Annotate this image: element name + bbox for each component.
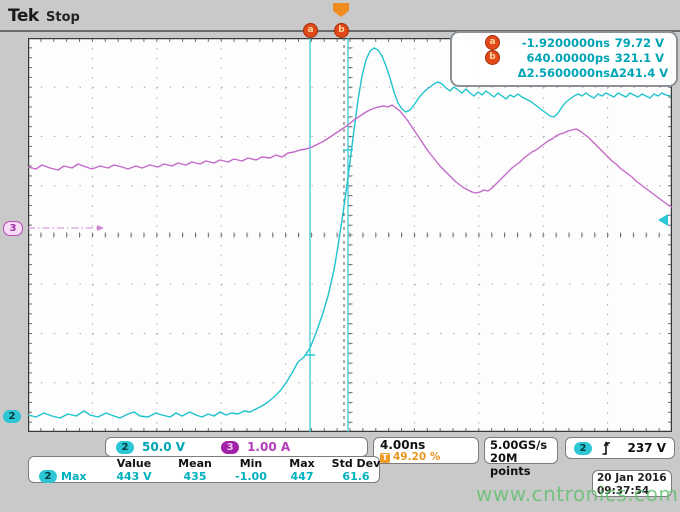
watermark: www.cntronics.com [476, 482, 679, 506]
graticule [28, 38, 672, 432]
cursor-a-value: 79.72 V [614, 35, 664, 50]
acquisition-state-label: Stop [46, 10, 80, 25]
tek-logo: Tek [8, 6, 39, 26]
measurement-stddev: 61.6 [342, 470, 370, 483]
measurement-min: -1.00 [235, 470, 267, 483]
measurement-source-badge: 2 [39, 470, 57, 483]
trigger-slope-icon [602, 441, 610, 455]
acquisition-box[interactable]: 5.00GS/s 20M points [484, 437, 558, 478]
measurement-header-row: Value Mean Min Max Std Dev [33, 457, 381, 470]
col-mean: Mean [178, 457, 212, 470]
trigger-position-icon[interactable] [333, 3, 349, 17]
cursor-a-row: a -1.9200000ns 79.72 V [452, 35, 676, 50]
cursor-b-icon: b [485, 50, 500, 65]
time-label: 09:37:54 [597, 485, 650, 498]
trigger-source-badge: 2 [574, 441, 592, 455]
channel-3-badge[interactable]: 3 [221, 440, 240, 454]
measurement-name: Max [61, 470, 87, 483]
datetime-box[interactable]: 20 Jan 2016 09:37:54 [592, 470, 672, 497]
measurement-row: 2 Max 443 V 435 -1.00 447 61.6 [33, 470, 375, 483]
cursor-b-row: b 640.00000ps 321.1 V [452, 50, 676, 65]
grid [28, 38, 672, 432]
trigger-settings-box[interactable]: 2 237 V [565, 437, 675, 459]
channel-3-scale: 1.00 A [247, 440, 291, 454]
sample-rate: 5.00GS/s [490, 438, 548, 452]
channel-scales-box[interactable]: 2 50.0 V 3 1.00 A [105, 437, 368, 457]
measurement-max: 447 [290, 470, 314, 483]
channel-3-reference-badge[interactable]: 3 [3, 221, 23, 236]
measurement-table: Value Mean Min Max Std Dev 2 Max 443 V 4… [28, 456, 380, 483]
cursor-delta-row: Δ2.5600000ns Δ241.4 V [452, 65, 676, 80]
cursor-b-value: 321.1 V [614, 50, 664, 65]
col-min: Min [239, 457, 263, 470]
cursor-a-marker-icon[interactable]: a [303, 23, 318, 38]
channel-2-badge[interactable]: 2 [116, 440, 134, 454]
col-value: Value [116, 457, 152, 470]
date-label: 20 Jan 2016 [597, 472, 667, 484]
cursor-delta-time: Δ2.5600000ns [517, 65, 610, 80]
horizontal-position: T 49.20 % [380, 452, 472, 464]
cursor-b-marker-icon[interactable]: b [334, 23, 349, 38]
horizontal-settings-box[interactable]: 4.00ns T 49.20 % [373, 437, 479, 464]
measurement-mean: 435 [183, 470, 207, 483]
measurement-value: 443 V [116, 470, 152, 483]
cursor-delta-value: Δ241.4 V [610, 65, 669, 80]
horizontal-position-value: 49.20 % [393, 451, 441, 464]
col-max: Max [289, 457, 315, 470]
cursor-readout-box: a -1.9200000ns 79.72 V b 640.00000ps 321… [450, 31, 678, 87]
cursor-a-icon: a [485, 35, 500, 50]
record-length: 20M points [490, 451, 531, 479]
trigger-t-icon: T [380, 452, 390, 463]
cursor-a-time: -1.9200000ns [521, 35, 610, 50]
horizontal-scale: 4.00ns [380, 438, 426, 452]
col-stddev: Std Dev [331, 457, 381, 470]
channel-2-reference-badge[interactable]: 2 [3, 410, 21, 423]
cursor-b-time: 640.00000ps [526, 50, 610, 65]
channel-2-scale: 50.0 V [142, 440, 186, 454]
trigger-level-value: 237 V [627, 441, 666, 455]
